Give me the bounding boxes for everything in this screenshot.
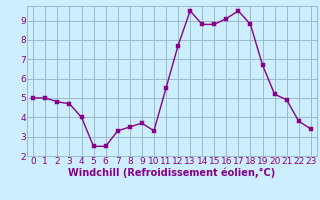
X-axis label: Windchill (Refroidissement éolien,°C): Windchill (Refroidissement éolien,°C) bbox=[68, 168, 276, 178]
